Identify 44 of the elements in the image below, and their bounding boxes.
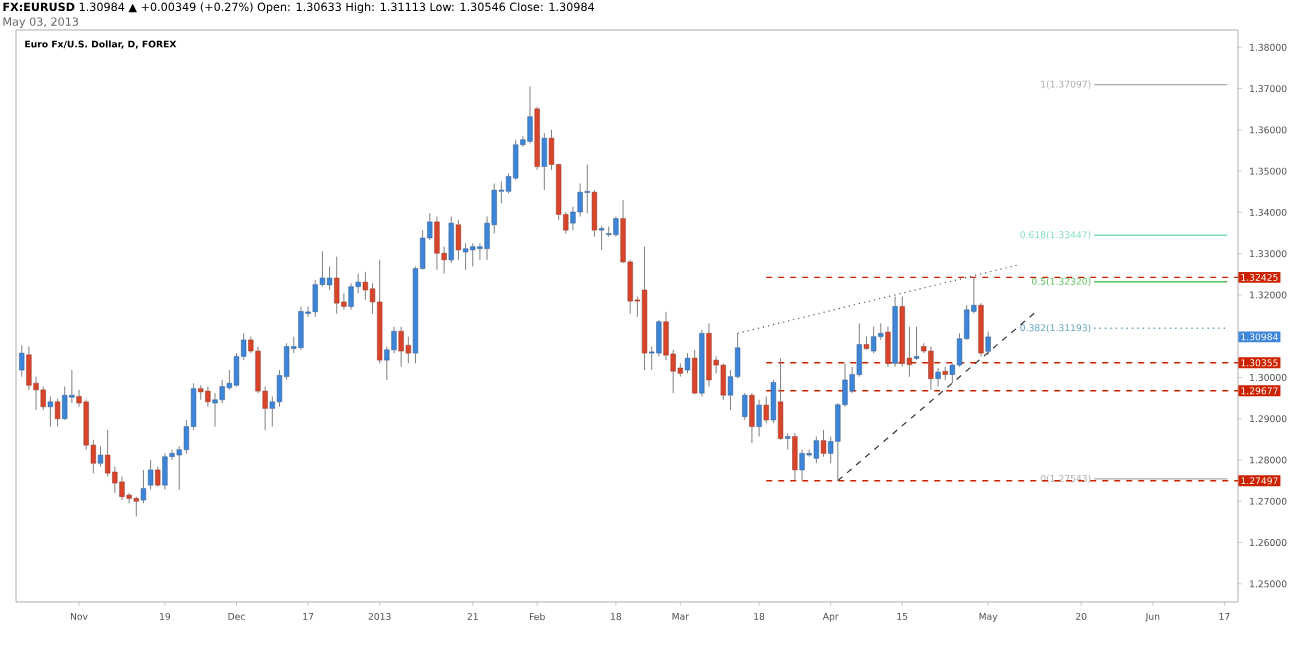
candlestick: [820, 429, 827, 458]
candlestick: [720, 362, 726, 401]
candlestick: [756, 399, 762, 437]
candlestick: [942, 366, 948, 381]
candlestick: [598, 225, 605, 251]
candlestick: [606, 225, 612, 238]
candlestick: [362, 271, 368, 301]
candlestick: [434, 216, 440, 271]
candlestick: [871, 326, 877, 354]
candlestick: [749, 392, 755, 444]
candlestick: [212, 392, 218, 428]
candlestick: [119, 476, 125, 501]
candlestick: [792, 432, 798, 481]
candlestick: [54, 398, 61, 428]
candlestick: [470, 242, 476, 267]
candlestick: [899, 296, 905, 368]
candlestick: [162, 452, 168, 491]
candlestick: [978, 302, 984, 357]
candlestick: [398, 326, 404, 368]
candlestick: [913, 326, 920, 361]
candlestick: [742, 392, 748, 421]
candlestick: [656, 319, 662, 357]
candlestick: [47, 395, 53, 428]
candlestick: [334, 256, 340, 314]
candlestick: [147, 459, 154, 491]
candlestick: [391, 326, 397, 354]
candlestick: [584, 164, 590, 214]
candlestick: [541, 132, 547, 191]
candlestick: [298, 305, 304, 351]
candlestick: [706, 322, 712, 388]
candlestick: [312, 279, 318, 318]
candlestick: [462, 242, 469, 271]
candlestick: [813, 435, 819, 464]
candlestick: [455, 219, 462, 261]
candlestick: [198, 384, 204, 401]
candlestick: [133, 496, 139, 518]
candlestick: [348, 282, 354, 311]
candlestick: [785, 432, 791, 451]
candlestick: [985, 331, 991, 356]
candlestick: [641, 246, 648, 371]
candlestick: [527, 86, 533, 144]
candlestick: [935, 367, 941, 388]
candlestick: [892, 296, 898, 368]
candlestick: [928, 346, 934, 391]
